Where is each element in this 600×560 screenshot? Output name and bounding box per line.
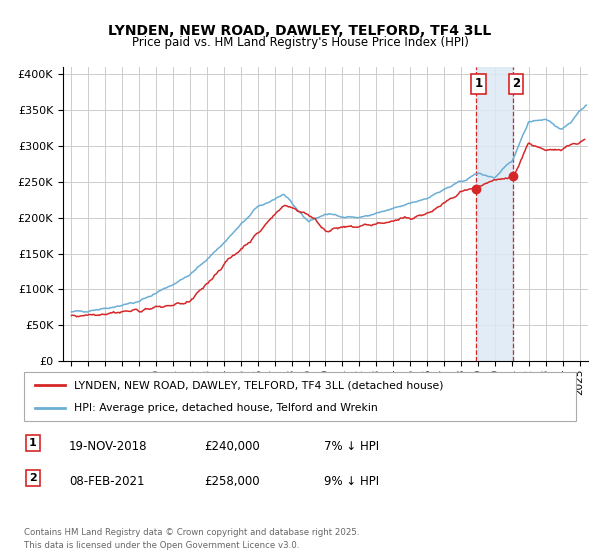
- Text: 9% ↓ HPI: 9% ↓ HPI: [324, 475, 379, 488]
- Text: £240,000: £240,000: [204, 440, 260, 452]
- Text: 1: 1: [29, 438, 37, 448]
- Text: 1: 1: [475, 77, 482, 91]
- Text: LYNDEN, NEW ROAD, DAWLEY, TELFORD, TF4 3LL: LYNDEN, NEW ROAD, DAWLEY, TELFORD, TF4 3…: [109, 24, 491, 38]
- Text: 2: 2: [29, 473, 37, 483]
- Text: HPI: Average price, detached house, Telford and Wrekin: HPI: Average price, detached house, Telf…: [74, 403, 377, 413]
- Text: LYNDEN, NEW ROAD, DAWLEY, TELFORD, TF4 3LL (detached house): LYNDEN, NEW ROAD, DAWLEY, TELFORD, TF4 3…: [74, 380, 443, 390]
- Text: £258,000: £258,000: [204, 475, 260, 488]
- Text: 2: 2: [512, 77, 520, 91]
- Bar: [476, 67, 514, 361]
- Text: 08-FEB-2021: 08-FEB-2021: [69, 475, 145, 488]
- Text: Contains HM Land Registry data © Crown copyright and database right 2025.
This d: Contains HM Land Registry data © Crown c…: [24, 529, 359, 550]
- Text: 7% ↓ HPI: 7% ↓ HPI: [324, 440, 379, 452]
- Text: Price paid vs. HM Land Registry's House Price Index (HPI): Price paid vs. HM Land Registry's House …: [131, 36, 469, 49]
- FancyBboxPatch shape: [24, 372, 576, 421]
- Text: 19-NOV-2018: 19-NOV-2018: [69, 440, 148, 452]
